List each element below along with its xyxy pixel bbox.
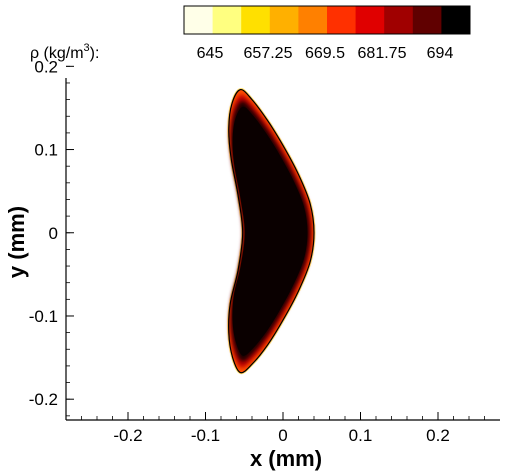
droplet-core-inner	[232, 106, 308, 356]
colorbar-tick-label: 657.25	[244, 45, 293, 62]
colorbar-swatch	[298, 6, 328, 34]
colorbar-swatch	[327, 6, 357, 34]
colorbar-tick-label: 681.75	[358, 45, 407, 62]
colorbar-tick-labels: 645 657.25 669.5 681.75 694	[197, 45, 454, 62]
colorbar-swatches	[184, 6, 471, 34]
colorbar-tick-label: 645	[197, 45, 224, 62]
y-tick-label: 0.1	[34, 141, 58, 160]
y-tick-label: 0	[49, 224, 58, 243]
colorbar-title: ρ (kg/m3):	[30, 42, 99, 62]
colorbar-swatch	[184, 6, 214, 34]
y-tick-label: 0.2	[34, 57, 58, 76]
colorbar-swatch	[441, 6, 471, 34]
y-axis-title: y (mm)	[4, 206, 29, 278]
colorbar-swatch	[269, 6, 299, 34]
colorbar: ρ (kg/m3): 645 657.25 669.5 681.75 694	[30, 5, 471, 62]
x-axis-title: x (mm)	[250, 446, 322, 471]
x-tick-label: 0.1	[349, 426, 373, 445]
colorbar-tick-label: 669.5	[305, 45, 345, 62]
colorbar-swatch	[355, 6, 385, 34]
x-tick-label: -0.2	[113, 426, 142, 445]
x-tick-label: 0	[278, 426, 287, 445]
y-tick-label: -0.1	[29, 307, 58, 326]
colorbar-tick-label: 694	[427, 45, 454, 62]
droplet-outline	[228, 88, 315, 374]
droplet-density-field	[227, 88, 316, 375]
x-tick-label: -0.1	[191, 426, 220, 445]
plot-area: -0.2 -0.1 0 0.1 0.2 -0.2 -0.1 0 0.1 0.2	[29, 57, 500, 445]
axes: -0.2 -0.1 0 0.1 0.2 -0.2 -0.1 0 0.1 0.2	[29, 57, 500, 445]
y-tick-label: -0.2	[29, 390, 58, 409]
colorbar-frame	[183, 5, 471, 35]
x-tick-label: 0.2	[426, 426, 450, 445]
colorbar-swatch	[412, 6, 442, 34]
colorbar-swatch	[212, 6, 242, 34]
colorbar-swatch	[384, 6, 414, 34]
colorbar-swatch	[241, 6, 271, 34]
